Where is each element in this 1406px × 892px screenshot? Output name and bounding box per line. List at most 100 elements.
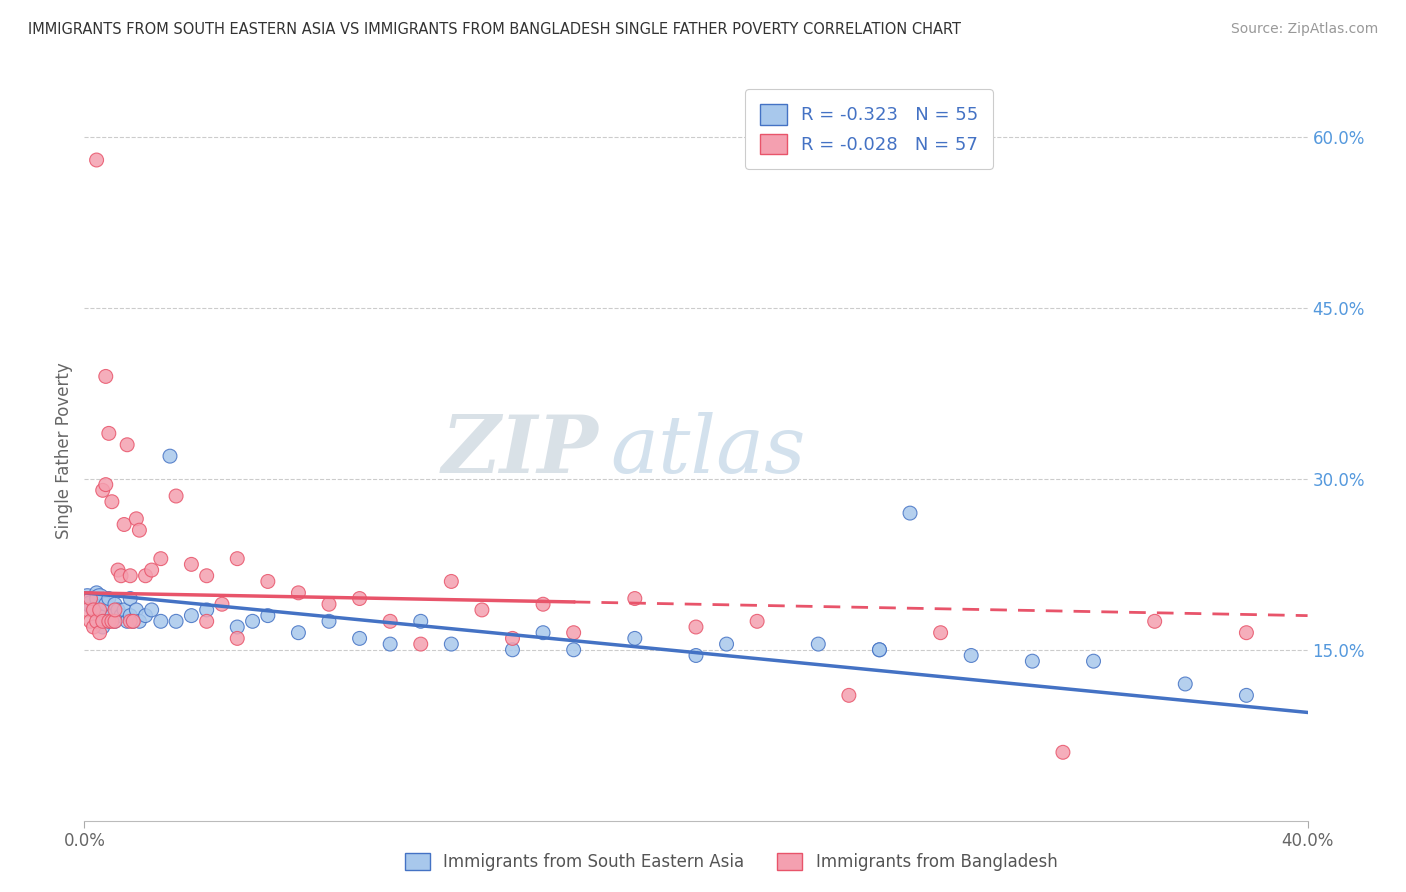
Point — [1021, 654, 1043, 668]
Point — [502, 642, 524, 657]
Point — [242, 615, 264, 629]
Point — [97, 615, 120, 629]
Point — [838, 689, 860, 703]
Point — [135, 608, 157, 623]
Point — [471, 603, 494, 617]
Point — [79, 591, 101, 606]
Point — [83, 620, 105, 634]
Point — [180, 608, 202, 623]
Point — [104, 615, 127, 629]
Point — [86, 586, 108, 600]
Point — [83, 603, 105, 617]
Point — [97, 591, 120, 606]
Point — [195, 568, 218, 582]
Point — [97, 426, 120, 441]
Point — [122, 615, 145, 629]
Point — [110, 568, 132, 582]
Point — [112, 603, 135, 617]
Point — [122, 615, 145, 629]
Point — [97, 615, 120, 629]
Point — [869, 642, 891, 657]
Point — [125, 512, 148, 526]
Point — [287, 625, 309, 640]
Point — [89, 603, 111, 617]
Point — [440, 574, 463, 589]
Point — [1052, 745, 1074, 759]
Point — [76, 603, 98, 617]
Point — [79, 597, 101, 611]
Point — [1236, 625, 1258, 640]
Point — [165, 615, 187, 629]
Point — [79, 615, 101, 629]
Point — [128, 523, 150, 537]
Point — [112, 517, 135, 532]
Point — [1143, 615, 1166, 629]
Text: atlas: atlas — [610, 412, 806, 489]
Point — [91, 620, 114, 634]
Point — [94, 369, 117, 384]
Point — [91, 615, 114, 629]
Point — [89, 591, 111, 606]
Point — [380, 615, 402, 629]
Point — [440, 637, 463, 651]
Point — [141, 603, 163, 617]
Point — [409, 637, 432, 651]
Point — [257, 608, 280, 623]
Point — [86, 153, 108, 167]
Point — [257, 574, 280, 589]
Point — [929, 625, 952, 640]
Point — [380, 637, 402, 651]
Point — [747, 615, 769, 629]
Point — [94, 597, 117, 611]
Point — [624, 591, 647, 606]
Point — [149, 551, 172, 566]
Point — [226, 620, 249, 634]
Point — [104, 597, 127, 611]
Point — [115, 615, 138, 629]
Point — [898, 506, 921, 520]
Point — [195, 603, 218, 617]
Point — [76, 591, 98, 606]
Point — [349, 591, 371, 606]
Point — [531, 597, 554, 611]
Point — [86, 615, 108, 629]
Y-axis label: Single Father Poverty: Single Father Poverty — [55, 362, 73, 539]
Point — [91, 483, 114, 498]
Point — [115, 438, 138, 452]
Point — [94, 477, 117, 491]
Point — [409, 615, 432, 629]
Point — [287, 586, 309, 600]
Point — [104, 603, 127, 617]
Point — [104, 615, 127, 629]
Point — [120, 591, 142, 606]
Point — [195, 615, 218, 629]
Point — [141, 563, 163, 577]
Point — [1083, 654, 1105, 668]
Text: ZIP: ZIP — [441, 412, 598, 489]
Point — [318, 615, 340, 629]
Point — [89, 625, 111, 640]
Point — [562, 625, 585, 640]
Point — [180, 558, 202, 572]
Text: Source: ZipAtlas.com: Source: ZipAtlas.com — [1230, 22, 1378, 37]
Point — [807, 637, 830, 651]
Point — [101, 615, 124, 629]
Point — [1174, 677, 1197, 691]
Legend: R = -0.323   N = 55, R = -0.028   N = 57: R = -0.323 N = 55, R = -0.028 N = 57 — [745, 89, 993, 169]
Text: IMMIGRANTS FROM SOUTH EASTERN ASIA VS IMMIGRANTS FROM BANGLADESH SINGLE FATHER P: IMMIGRANTS FROM SOUTH EASTERN ASIA VS IM… — [28, 22, 962, 37]
Point — [101, 608, 124, 623]
Point — [1236, 689, 1258, 703]
Point — [120, 568, 142, 582]
Point — [125, 603, 148, 617]
Point — [716, 637, 738, 651]
Point — [531, 625, 554, 640]
Point — [685, 620, 707, 634]
Point — [211, 597, 233, 611]
Point — [128, 615, 150, 629]
Point — [107, 563, 129, 577]
Point — [107, 603, 129, 617]
Point — [149, 615, 172, 629]
Point — [94, 608, 117, 623]
Legend: Immigrants from South Eastern Asia, Immigrants from Bangladesh: Immigrants from South Eastern Asia, Immi… — [396, 845, 1066, 880]
Point — [110, 608, 132, 623]
